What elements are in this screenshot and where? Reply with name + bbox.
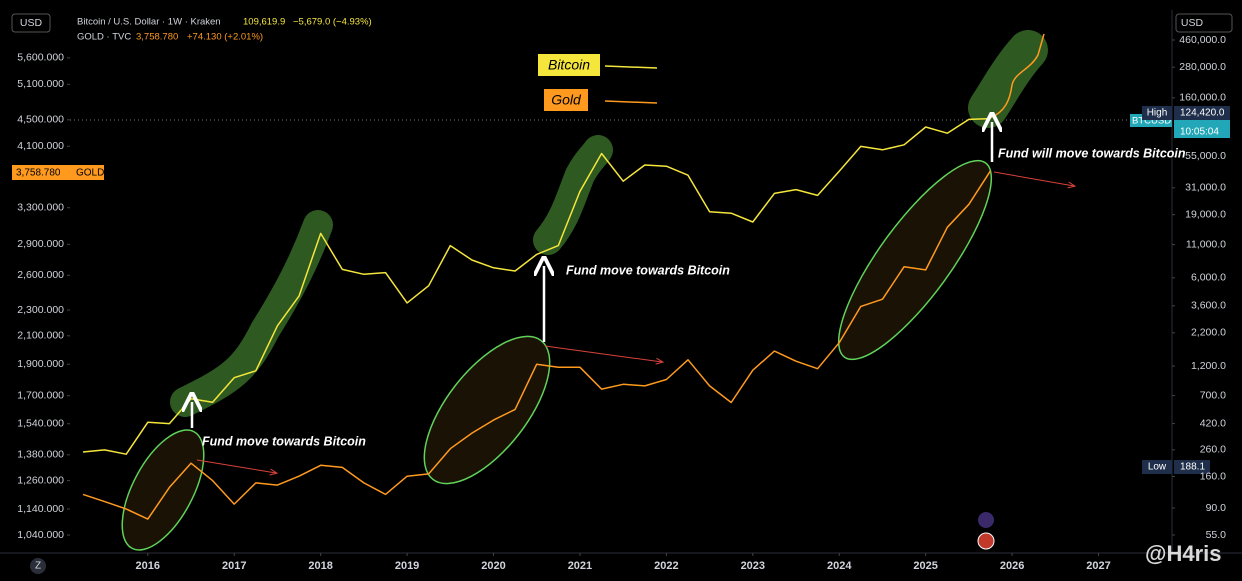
symbol: Bitcoin / U.S. Dollar · 1W · Kraken	[77, 17, 221, 28]
y2-tick-label: 11,000.0	[1186, 238, 1226, 250]
y-tick-label: 1,380.000	[17, 449, 64, 461]
series-line	[82, 170, 992, 520]
plot	[82, 117, 992, 520]
y-tick-label: 1,900.000	[17, 358, 64, 370]
event-icon[interactable]	[977, 532, 995, 550]
x-tick-label: 2022	[654, 560, 678, 572]
arrow	[196, 459, 276, 473]
price-tag-name: BTCUSD	[1132, 116, 1171, 127]
x-tick-label: 2020	[481, 560, 505, 572]
change: −5,679.0 (−4.93%)	[293, 17, 372, 28]
y-tick-label: 2,900.000	[17, 238, 64, 250]
x-tick-label: 2019	[395, 560, 419, 572]
x-tick-label: 2023	[741, 560, 765, 572]
y-tick-label: 1,040.000	[17, 529, 64, 541]
price-tag	[1142, 106, 1172, 120]
price-tag	[1174, 120, 1230, 138]
y-tick-label: 4,100.000	[17, 140, 64, 152]
legend-line	[604, 100, 658, 104]
y-tick-label: 5,100.000	[17, 78, 64, 90]
annotation: Fund move towards Bitcoin	[202, 434, 366, 448]
highlight-ellipse	[423, 335, 551, 485]
x-tick-label: 2025	[913, 560, 937, 572]
annotation-shapes	[121, 30, 1048, 551]
legend-label: Bitcoin	[548, 57, 590, 73]
highlight-blob	[533, 135, 613, 255]
arrow	[544, 345, 662, 362]
x-tick-label: 2018	[308, 560, 332, 572]
y-tick-label: 2,600.000	[17, 269, 64, 281]
y-tick-label: 2,300.000	[17, 304, 64, 316]
y2-tick-label: 700.0	[1200, 389, 1226, 401]
price-tag-name: High	[1147, 108, 1168, 119]
price-tag	[12, 165, 104, 180]
highlight-blob	[170, 210, 333, 417]
y2-tick-label: 3,600.0	[1191, 300, 1226, 312]
y-tick-label: 5,600.000	[17, 52, 64, 64]
price-tag-name: GOLD	[76, 168, 104, 179]
y-tick-label: 1,540.000	[17, 418, 64, 430]
x-tick-label: 2021	[568, 560, 592, 572]
symbol: GOLD · TVC	[77, 32, 131, 43]
y2-tick-label: 260.0	[1200, 444, 1226, 456]
price-tag	[1174, 106, 1230, 120]
currency[interactable]: USD	[20, 17, 43, 29]
y2-tick-label: 6,000.0	[1191, 272, 1226, 284]
change: +74.130 (+2.01%)	[187, 32, 263, 43]
annotation: Fund move towards Bitcoin	[566, 263, 730, 277]
y2-tick-label: 280,000.0	[1179, 61, 1226, 73]
y-tick-label: 1,700.000	[17, 390, 64, 402]
annotation: Fund will move towards Bitcoin	[998, 146, 1186, 160]
x-tick-label: 2017	[222, 560, 246, 572]
last-value: 3,758.780	[136, 32, 178, 43]
legend-box	[538, 54, 600, 76]
highlight-blob	[968, 30, 1048, 128]
price-tag-name: Low	[1148, 462, 1167, 473]
y2-tick-label: 160.0	[1200, 470, 1226, 482]
y-tick-label: 1,140.000	[17, 503, 64, 515]
y2-tick-label: 55.0	[1206, 529, 1227, 541]
highlight-ellipse	[837, 159, 993, 361]
price-tag	[1174, 460, 1210, 474]
y-tick-label: 3,300.000	[17, 202, 64, 214]
last-value: 109,619.9	[243, 17, 285, 28]
x-tick-label: 2027	[1086, 560, 1110, 572]
corner-label[interactable]: Z	[35, 561, 41, 572]
countdown: 10:05:04	[1180, 127, 1219, 138]
y-tick-label: 2,100.000	[17, 330, 64, 342]
x-tick-label: 2024	[827, 560, 852, 572]
price-tag	[1142, 460, 1172, 474]
y2-tick-label: 1,200.0	[1191, 360, 1226, 372]
y-tick-label: 4,500.000	[17, 114, 64, 126]
series-line	[82, 117, 991, 455]
currency[interactable]: USD	[1181, 17, 1204, 29]
y2-tick-label: 19,000.0	[1185, 208, 1226, 220]
event-icon[interactable]	[978, 512, 994, 528]
y2-tick-label: 90.0	[1206, 502, 1227, 514]
currency-box[interactable]	[1175, 13, 1233, 33]
currency-box[interactable]	[11, 13, 51, 33]
x-tick-label: 2026	[1000, 560, 1024, 572]
y2-tick-label: 31,000.0	[1185, 182, 1226, 194]
price-tag-value: 124,420.0	[1180, 108, 1225, 119]
y-tick-label: 1,260.000	[17, 474, 64, 486]
legend-label: Gold	[551, 92, 582, 108]
watermark: @H4ris	[1145, 541, 1221, 566]
price-tag-value: 188.1	[1180, 462, 1205, 473]
y2-tick-label: 2,200.0	[1191, 327, 1226, 339]
gold-projection	[989, 33, 1045, 119]
highlight-ellipse	[121, 429, 205, 551]
y2-tick-label: 55,000.0	[1185, 150, 1226, 162]
arrow	[993, 171, 1074, 186]
legend-line	[604, 65, 658, 69]
y2-tick-label: 160,000.0	[1179, 92, 1226, 104]
x-tick-label: 2016	[136, 560, 160, 572]
corner-button[interactable]	[30, 558, 46, 574]
y2-tick-label: 420.0	[1200, 417, 1226, 429]
y2-tick-label: 460,000.0	[1179, 34, 1226, 46]
price-tag-value: 3,758.780	[16, 168, 61, 179]
legend-box	[544, 89, 588, 111]
